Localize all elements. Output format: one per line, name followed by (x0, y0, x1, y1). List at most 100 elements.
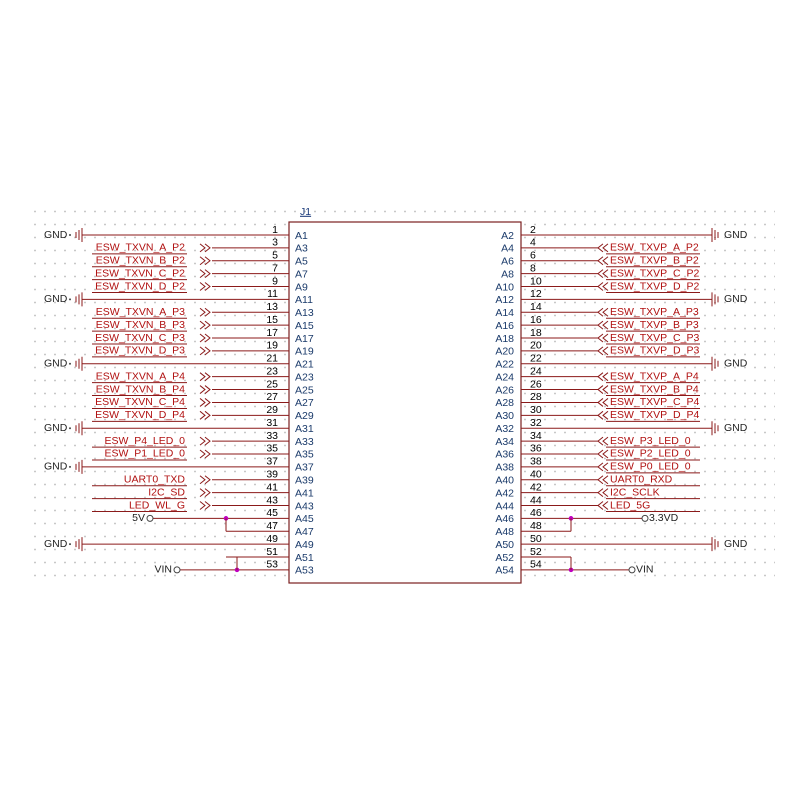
net-label: 3.3VD (649, 512, 679, 524)
net-arrow (204, 501, 211, 510)
net-arrow (199, 398, 206, 407)
net-arrow (597, 475, 604, 485)
pin-label: A33 (295, 436, 314, 448)
net-label: UART0_TXD (124, 474, 185, 486)
pin-number: 7 (272, 262, 278, 274)
net-arrow (602, 398, 609, 407)
net-label: VIN (636, 564, 654, 576)
net-arrow (602, 410, 609, 420)
pin-number: 14 (530, 301, 542, 313)
pin-label: A5 (295, 256, 308, 268)
net-arrow (597, 488, 604, 497)
net-label: ESW_TXVN_A_P2 (96, 242, 185, 254)
pin-number: 24 (530, 365, 542, 377)
net-label: GND (724, 422, 748, 434)
pin-label: A10 (495, 281, 514, 293)
pin-label: A45 (295, 513, 314, 525)
net-arrow (199, 320, 206, 330)
net-arrow (602, 320, 609, 330)
net-label: LED_WL_G (129, 499, 185, 511)
pin-number: 44 (530, 494, 542, 506)
net-label: GND (44, 461, 68, 473)
net-arrow (199, 385, 206, 394)
net-label: LED_5G (610, 499, 650, 511)
pin-label: A34 (495, 436, 514, 448)
designator: J1 (300, 206, 311, 218)
net-arrow (602, 449, 609, 459)
pin-label: A22 (495, 359, 514, 371)
net-label: ESW_TXVP_A_P2 (610, 242, 699, 254)
pin-label: A24 (495, 371, 514, 383)
net-arrow (204, 333, 211, 343)
pin-number: 36 (530, 443, 542, 455)
net-arrow (199, 333, 206, 343)
net-arrow (204, 346, 211, 356)
pin-label: A47 (295, 526, 314, 538)
net-arrow (602, 488, 609, 497)
net-arrow (602, 372, 609, 382)
net-arrow (597, 410, 604, 420)
net-arrow (199, 256, 206, 266)
pin-number: 22 (530, 353, 542, 365)
pin-number: 1 (272, 224, 278, 236)
pin-label: A13 (295, 307, 314, 319)
net-arrow (204, 307, 211, 317)
net-arrow (597, 462, 604, 472)
pin-label: A44 (495, 500, 514, 512)
pin-number: 30 (530, 404, 542, 416)
net-arrow (597, 269, 604, 279)
pin-label: A15 (295, 320, 314, 332)
net-arrow (602, 307, 609, 317)
net-label: VIN (154, 564, 172, 576)
net-arrow (204, 398, 211, 407)
net-arrow (199, 436, 206, 446)
pin-label: A28 (495, 397, 514, 409)
pin-number: 41 (266, 481, 278, 493)
net-arrow (199, 243, 206, 253)
net-label: ESW_TXVN_A_P4 (96, 370, 185, 382)
pin-label: A36 (495, 449, 514, 461)
net-label: UART0_RXD (610, 474, 673, 486)
pin-number: 11 (267, 288, 278, 300)
net-label: ESW_TXVP_B_P2 (610, 255, 699, 267)
pin-number: 31 (266, 417, 278, 429)
net-label: ESW_TXVN_B_P2 (96, 255, 185, 267)
pin-label: A1 (295, 230, 308, 242)
pin-label: A54 (495, 565, 514, 577)
net-label: ESW_TXVN_C_P4 (95, 396, 185, 408)
pin-number: 54 (530, 559, 542, 571)
pin-number: 40 (530, 469, 542, 481)
pin-label: A14 (495, 307, 514, 319)
pin-label: A49 (295, 539, 314, 551)
pin-label: A9 (295, 281, 308, 293)
power-port (146, 514, 154, 522)
pin-number: 49 (266, 533, 278, 545)
pin-number: 16 (530, 314, 542, 326)
net-label: ESW_TXVP_D_P3 (610, 345, 699, 357)
net-label: ESW_TXVN_D_P3 (95, 345, 185, 357)
pin-number: 10 (530, 275, 542, 287)
connector-body (288, 221, 522, 584)
net-label: GND (44, 229, 68, 241)
pin-label: A11 (295, 294, 313, 306)
pin-number: 20 (530, 340, 542, 352)
pin-number: 28 (530, 391, 542, 403)
pin-number: 45 (266, 507, 278, 519)
pin-label: A17 (295, 333, 314, 345)
net-label: ESW_TXVP_C_P2 (610, 267, 699, 279)
net-arrow (204, 436, 211, 446)
net-arrow (597, 333, 604, 343)
port-dot (69, 298, 71, 301)
net-arrow (204, 269, 211, 279)
net-label: ESW_TXVP_B_P3 (610, 319, 699, 331)
net-label: ESW_TXVN_B_P4 (96, 383, 185, 395)
net-arrow (204, 410, 211, 420)
port-dot (69, 465, 71, 468)
pin-number: 47 (266, 520, 278, 532)
net-arrow (597, 320, 604, 330)
pin-number: 13 (266, 301, 278, 313)
pin-number: 37 (266, 456, 278, 468)
net-arrow (597, 501, 604, 510)
net-arrow (602, 269, 609, 279)
